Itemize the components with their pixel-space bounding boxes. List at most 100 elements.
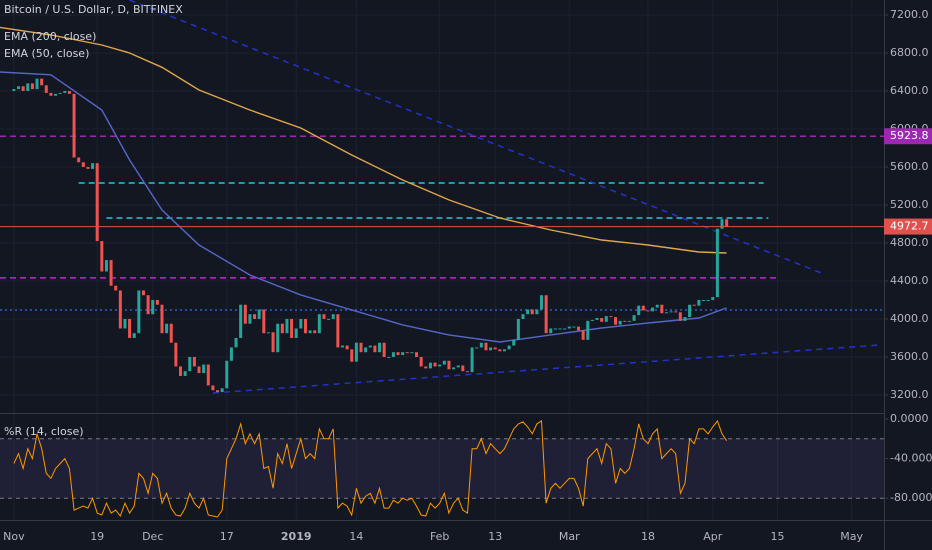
candle-body (40, 78, 44, 86)
candle-body (155, 299, 159, 305)
candle-body (415, 352, 419, 357)
candle-body (211, 385, 215, 391)
candle-body (262, 309, 266, 334)
time-tick-label: 19 (90, 530, 104, 543)
candle-body (683, 317, 687, 321)
candle-body (424, 366, 428, 369)
time-tick-label: 17 (220, 530, 234, 543)
candle-body (248, 314, 252, 324)
wr-tick-label: -80.0000 (890, 491, 932, 504)
candle-body (396, 352, 400, 356)
candle-body (63, 90, 67, 93)
candle-body (165, 323, 169, 334)
candle-body (553, 328, 557, 330)
time-tick-label: 2019 (281, 530, 312, 543)
trend-line (212, 344, 880, 394)
candle-body (294, 328, 298, 338)
candle-body (206, 364, 210, 386)
price-tick-label: 7200.0 (890, 8, 929, 21)
time-tick-label: Mar (559, 530, 580, 543)
price-tick-label: 4400.0 (890, 274, 929, 287)
candle-body (290, 318, 294, 338)
ema-legend: EMA (200, close) (4, 30, 96, 43)
candle-body (285, 318, 289, 334)
candle-body (521, 314, 525, 319)
candle-body (641, 305, 645, 311)
candle-body (590, 319, 594, 321)
time-tick-label: 15 (771, 530, 785, 543)
candle-body (692, 304, 696, 306)
candle-body (507, 345, 511, 350)
candle-body (627, 320, 631, 322)
candle-body (368, 345, 372, 348)
candle-body (12, 89, 16, 91)
candle-body (104, 260, 108, 272)
candle-body (183, 371, 187, 376)
candle-body (711, 297, 715, 300)
candle-body (572, 326, 576, 328)
candle-body (498, 349, 502, 352)
candle-body (419, 356, 423, 367)
price-tick-label: 4800.0 (890, 236, 929, 249)
candle-body (67, 90, 71, 94)
candle-body (646, 310, 650, 312)
trend-line (129, 0, 825, 275)
candle-body (280, 323, 284, 334)
candle-body (174, 342, 178, 367)
candle-body (609, 316, 613, 318)
candle-body (660, 304, 664, 314)
symbol-legend: Bitcoin / U.S. Dollar, D, BITFINEX (4, 3, 183, 16)
time-tick-label: May (840, 530, 863, 543)
candle-body (558, 328, 562, 330)
time-tick-label: 14 (349, 530, 363, 543)
candle-body (461, 365, 465, 372)
candle-body (234, 337, 238, 348)
candle-body (479, 342, 483, 348)
candle-body (257, 309, 261, 319)
candle-body (132, 333, 136, 338)
candle-body (447, 360, 451, 370)
candle-body (123, 318, 127, 329)
candle-body (350, 349, 354, 362)
level-price-box (884, 128, 932, 145)
candle-body (118, 290, 122, 329)
candle-body (484, 342, 488, 351)
candle-body (595, 318, 599, 320)
candle-body (697, 299, 701, 306)
candle-body (188, 356, 192, 372)
candle-body (674, 311, 678, 313)
candle-body (701, 299, 706, 301)
candle-body (91, 163, 95, 169)
candle-body (567, 326, 571, 329)
candle-body (725, 219, 729, 227)
candle-body (428, 362, 432, 369)
candle-body (216, 390, 220, 393)
candle-body (253, 314, 257, 319)
candle-body (706, 299, 710, 301)
candle-body (540, 295, 544, 310)
candle-body (146, 295, 150, 315)
candle-body (303, 318, 307, 334)
candle-body (77, 157, 81, 163)
candle-body (401, 352, 405, 356)
candle-body (465, 371, 469, 373)
candle-body (405, 352, 409, 354)
candle-body (313, 330, 317, 334)
candle-body (516, 318, 520, 340)
candle-body (58, 92, 62, 94)
candle-body (382, 342, 386, 357)
level-price-label: 5923.8 (890, 129, 929, 142)
candle-body (72, 93, 76, 158)
candle-body (433, 362, 437, 367)
candle-body (364, 347, 368, 353)
candle-body (373, 345, 377, 353)
ema-line (0, 26, 727, 254)
candle-body (637, 305, 641, 316)
candle-body (618, 320, 622, 325)
candle-body (81, 162, 85, 167)
last-price-label: 4972.7 (890, 220, 929, 233)
candle-body (502, 349, 506, 352)
ema-legend: EMA (50, close) (4, 47, 89, 60)
last-price-box (884, 218, 932, 235)
candle-body (266, 332, 270, 334)
